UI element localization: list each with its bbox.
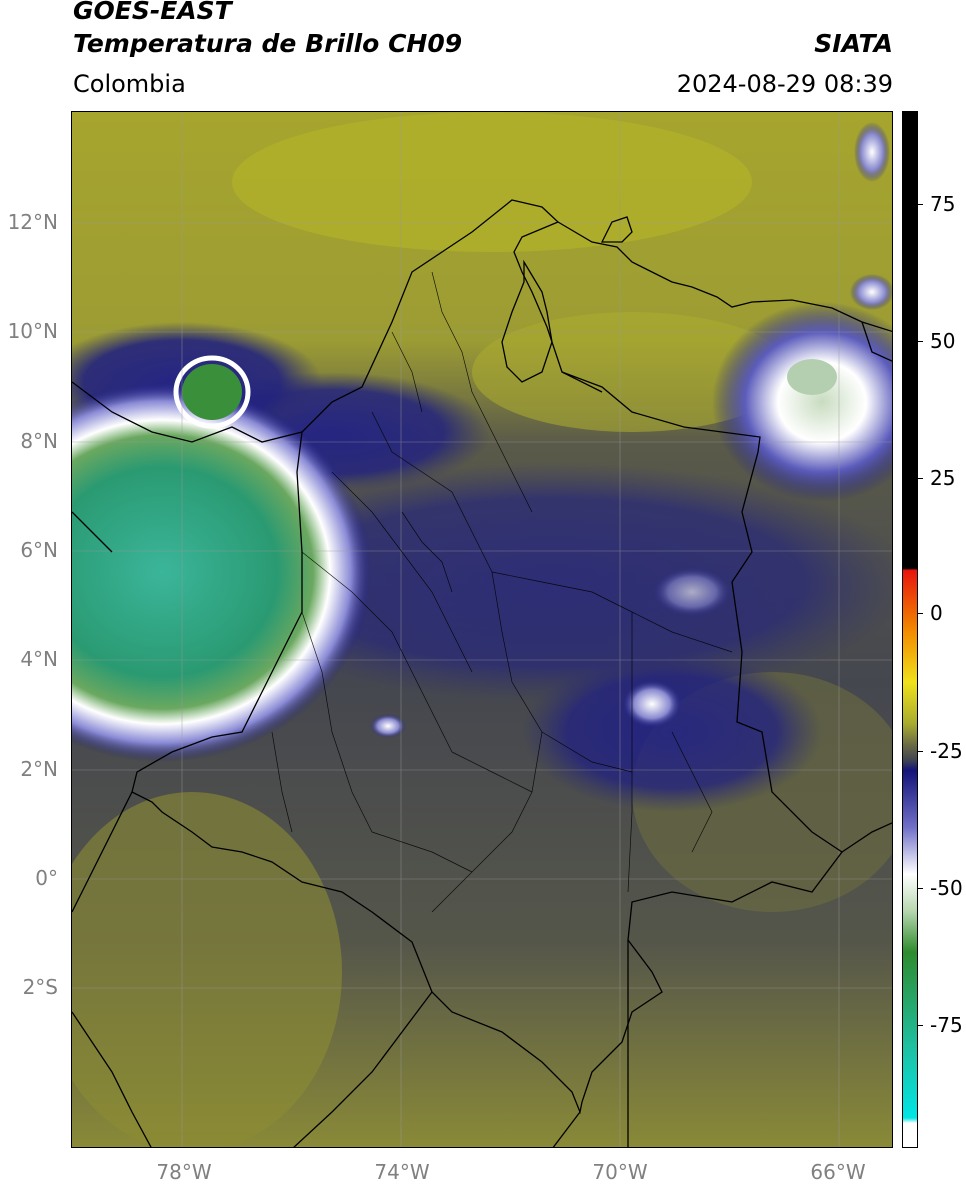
source-label: SIATA [814, 29, 893, 58]
datetime-label: 2024-08-29 08:39 [676, 70, 893, 98]
colorbar-label-50: 50 [930, 329, 956, 353]
lon-label-70w: 70°W [592, 1160, 648, 1184]
region-label: Colombia [73, 70, 186, 98]
lon-label-66w: 66°W [810, 1160, 866, 1184]
lat-label-4n: 4°N [20, 647, 58, 671]
colorbar-label-75: 75 [930, 192, 956, 216]
colorbar-tick [917, 478, 923, 479]
lat-label-12n: 12°N [7, 210, 58, 234]
lon-label-74w: 74°W [374, 1160, 430, 1184]
colorbar-label-minus50: -50 [930, 876, 963, 900]
colorbar [902, 111, 918, 1148]
colorbar-label-minus75: -75 [930, 1013, 963, 1037]
colorbar-tick [917, 888, 923, 889]
gridlines [72, 112, 892, 1147]
product-title: Temperatura de Brillo CH09 [73, 29, 463, 58]
colorbar-tick [917, 1025, 923, 1026]
lat-label-0: 0° [35, 866, 58, 890]
department-borders [271, 271, 733, 913]
lat-label-2s: 2°S [22, 975, 58, 999]
borders [72, 199, 892, 1147]
lat-label-8n: 8°N [20, 429, 58, 453]
colorbar-tick [917, 613, 923, 614]
lat-label-2n: 2°N [20, 757, 58, 781]
lat-label-6n: 6°N [20, 538, 58, 562]
colorbar-tick [917, 751, 923, 752]
colorbar-label-0: 0 [930, 601, 943, 625]
lon-label-78w: 78°W [156, 1160, 212, 1184]
colorbar-label-minus25: -25 [930, 739, 963, 763]
colorbar-gradient [903, 112, 917, 1147]
brightness-temperature-map [72, 112, 892, 1147]
satellite-title: GOES-EAST [73, 0, 232, 25]
lat-label-10n: 10°N [7, 319, 58, 343]
colorbar-tick [917, 204, 923, 205]
colorbar-label-25: 25 [930, 466, 956, 490]
colorbar-tick [917, 341, 923, 342]
map-panel [71, 111, 893, 1148]
